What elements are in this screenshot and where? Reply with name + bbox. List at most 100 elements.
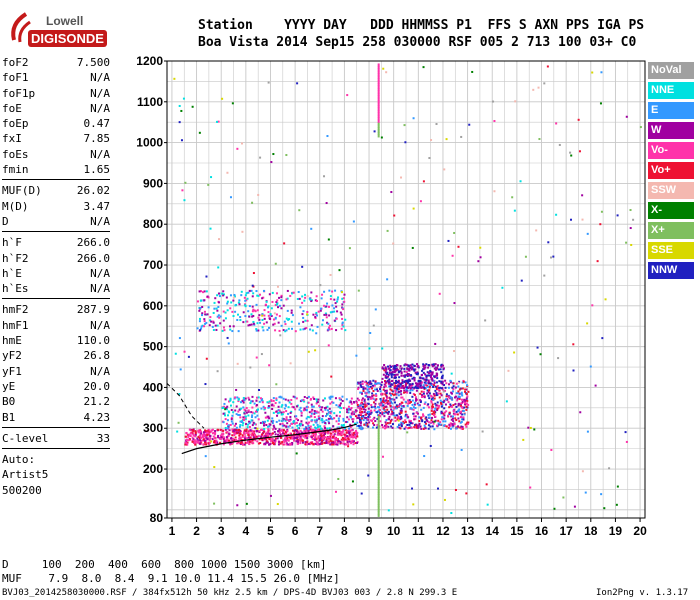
echo-point bbox=[319, 442, 322, 445]
echo-point bbox=[271, 408, 274, 411]
echo-point bbox=[252, 320, 255, 323]
echo-point bbox=[241, 434, 244, 437]
echo-point bbox=[284, 431, 287, 434]
echo-point bbox=[212, 320, 215, 323]
echo-point bbox=[361, 397, 364, 400]
echo-point bbox=[205, 430, 208, 433]
echo-point bbox=[290, 422, 293, 425]
echo-point bbox=[435, 404, 438, 407]
echo-point bbox=[425, 418, 428, 421]
echo-point bbox=[314, 431, 317, 434]
echo-point bbox=[550, 448, 553, 451]
echo-point bbox=[460, 415, 463, 418]
echo-point bbox=[334, 439, 337, 442]
echo-point bbox=[271, 422, 274, 425]
echo-point bbox=[192, 434, 195, 437]
echo-point bbox=[443, 411, 446, 414]
echo-point bbox=[373, 130, 376, 133]
echo-point bbox=[433, 394, 436, 397]
echo-point bbox=[350, 442, 353, 445]
echo-point bbox=[244, 409, 247, 412]
echo-point bbox=[416, 412, 419, 415]
echo-point bbox=[340, 407, 343, 410]
echo-point bbox=[387, 417, 390, 420]
echo-point bbox=[440, 382, 443, 385]
echo-point bbox=[377, 418, 380, 422]
echo-point bbox=[600, 71, 603, 74]
echo-point bbox=[380, 402, 383, 405]
echo-point bbox=[222, 429, 225, 432]
echo-point bbox=[378, 414, 381, 417]
echo-point bbox=[247, 410, 250, 413]
echo-point bbox=[380, 401, 383, 404]
echo-point bbox=[346, 420, 349, 423]
echo-point bbox=[423, 367, 426, 370]
echo-point bbox=[200, 440, 203, 443]
echo-point bbox=[353, 432, 356, 435]
echo-point bbox=[440, 363, 443, 366]
echo-point bbox=[464, 401, 467, 404]
echo-point bbox=[210, 176, 213, 179]
echo-point bbox=[185, 432, 188, 435]
echo-point bbox=[331, 290, 334, 293]
legend-item-x-: X- bbox=[648, 202, 694, 219]
echo-point bbox=[275, 292, 278, 295]
echo-point bbox=[311, 408, 314, 411]
echo-point bbox=[408, 379, 411, 382]
echo-point bbox=[224, 428, 227, 431]
echo-point bbox=[405, 390, 408, 393]
echo-point bbox=[356, 421, 359, 424]
echo-point bbox=[248, 443, 251, 446]
echo-point bbox=[234, 432, 237, 435]
echo-point bbox=[427, 424, 430, 427]
echo-point bbox=[208, 434, 211, 437]
echo-point bbox=[370, 396, 373, 399]
echo-point bbox=[204, 313, 207, 316]
echo-point bbox=[417, 382, 420, 385]
echo-point bbox=[398, 368, 401, 371]
echo-point bbox=[262, 405, 265, 408]
echo-point bbox=[385, 368, 388, 371]
echo-point bbox=[299, 424, 302, 427]
echo-point bbox=[413, 415, 416, 418]
echo-point bbox=[344, 429, 347, 432]
echo-point bbox=[309, 425, 312, 428]
echo-point bbox=[377, 442, 380, 446]
echo-point bbox=[455, 419, 458, 422]
echo-point bbox=[220, 433, 223, 436]
echo-point bbox=[221, 430, 224, 433]
echo-point bbox=[324, 408, 327, 411]
echo-point bbox=[204, 431, 207, 434]
echo-point bbox=[278, 315, 281, 318]
echo-point bbox=[306, 443, 309, 446]
echo-point bbox=[450, 391, 453, 394]
echo-point bbox=[288, 419, 291, 422]
echo-point bbox=[357, 382, 360, 385]
echo-point bbox=[251, 310, 254, 313]
echo-point bbox=[299, 436, 302, 439]
echo-point bbox=[258, 430, 261, 433]
echo-point bbox=[302, 439, 305, 442]
echo-point bbox=[261, 313, 264, 316]
divider bbox=[2, 426, 110, 428]
echo-point bbox=[233, 397, 236, 400]
echo-point bbox=[413, 403, 416, 406]
echo-point bbox=[297, 439, 300, 442]
echo-point bbox=[384, 366, 387, 369]
echo-point bbox=[326, 413, 329, 416]
echo-point bbox=[457, 395, 460, 398]
echo-point bbox=[320, 432, 323, 435]
echo-point bbox=[435, 404, 438, 407]
echo-point bbox=[360, 401, 363, 404]
echo-point bbox=[326, 432, 329, 435]
echo-point bbox=[320, 439, 323, 442]
echo-point bbox=[404, 385, 407, 388]
echo-point bbox=[389, 388, 392, 391]
echo-point bbox=[417, 384, 420, 387]
echo-point bbox=[468, 123, 471, 126]
x-tick-label: 4 bbox=[243, 524, 250, 538]
echo-point bbox=[245, 299, 248, 302]
echo-point bbox=[454, 488, 457, 491]
echo-point bbox=[395, 396, 398, 399]
echo-point bbox=[285, 435, 288, 438]
